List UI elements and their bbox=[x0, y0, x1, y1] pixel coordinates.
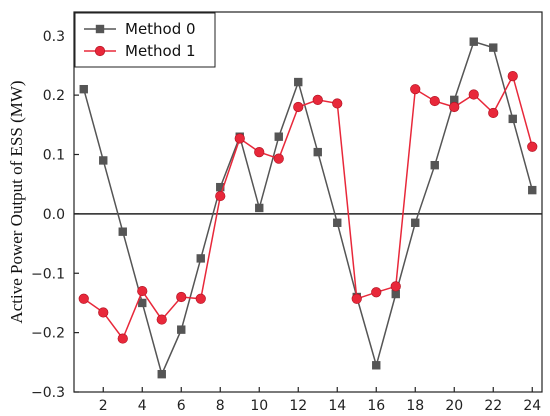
data-point-method-0 bbox=[294, 77, 303, 87]
data-point-method-0 bbox=[274, 132, 283, 141]
data-point-method-0 bbox=[430, 160, 439, 170]
y-tick-label: 0.0 bbox=[43, 207, 65, 223]
x-tick-label: 18 bbox=[406, 398, 424, 414]
data-point-method-1 bbox=[293, 101, 304, 113]
data-point-method-1 bbox=[215, 190, 226, 202]
data-point-method-0 bbox=[255, 203, 264, 213]
series-method-1 bbox=[78, 71, 538, 344]
legend-box bbox=[74, 12, 216, 68]
data-point-method-1 bbox=[78, 293, 89, 304]
data-point-method-1 bbox=[98, 307, 109, 318]
x-tick-label: 14 bbox=[328, 398, 346, 414]
data-point-method-1 bbox=[332, 98, 343, 109]
data-point-method-1 bbox=[507, 71, 518, 82]
data-point-method-1 bbox=[449, 101, 460, 113]
y-tick-label: 0.2 bbox=[43, 88, 65, 104]
data-point-method-1 bbox=[410, 84, 421, 95]
data-point-method-0 bbox=[177, 325, 186, 334]
x-tick-label: 20 bbox=[445, 398, 463, 414]
legend-marker-method-0 bbox=[95, 24, 105, 34]
x-tick-label: 10 bbox=[250, 398, 268, 414]
y-tick-label: 0.3 bbox=[43, 29, 65, 45]
series-method-0 bbox=[79, 37, 537, 379]
y-tick-label: −0.3 bbox=[31, 385, 65, 401]
data-point-method-0 bbox=[313, 147, 322, 157]
data-point-method-1 bbox=[234, 133, 245, 144]
x-tick-label: 24 bbox=[523, 398, 541, 414]
data-point-method-1 bbox=[117, 333, 128, 344]
data-point-method-1 bbox=[351, 293, 362, 304]
x-tick-label: 12 bbox=[289, 398, 307, 414]
data-point-method-0 bbox=[372, 361, 381, 370]
y-axis-title: Active Power Output of ESS (MW) bbox=[7, 80, 26, 323]
series-line-method-0 bbox=[83, 40, 534, 377]
data-point-method-1 bbox=[254, 147, 265, 158]
y-tick-label: 0.1 bbox=[43, 148, 65, 164]
x-tick-label: 4 bbox=[138, 398, 147, 414]
data-point-method-0 bbox=[411, 218, 420, 227]
x-tick-label: 22 bbox=[484, 398, 502, 414]
data-point-method-1 bbox=[176, 291, 187, 303]
data-point-method-0 bbox=[99, 156, 108, 165]
data-point-method-1 bbox=[156, 314, 167, 325]
data-point-method-1 bbox=[137, 285, 148, 297]
legend-label-method-1: Method 1 bbox=[125, 42, 196, 60]
data-point-method-1 bbox=[527, 141, 538, 152]
x-tick-label: 16 bbox=[367, 398, 385, 414]
x-tick-label: 2 bbox=[99, 398, 108, 414]
data-point-method-1 bbox=[468, 89, 479, 100]
data-point-method-0 bbox=[196, 254, 205, 263]
data-point-method-0 bbox=[216, 182, 225, 192]
data-point-method-1 bbox=[371, 287, 382, 298]
legend-marker-method-1 bbox=[94, 45, 106, 57]
data-point-method-1 bbox=[488, 107, 499, 119]
y-tick-label: −0.2 bbox=[31, 326, 65, 342]
y-tick-label: −0.1 bbox=[31, 266, 65, 282]
x-tick-label: 6 bbox=[177, 398, 186, 414]
data-point-method-0 bbox=[79, 84, 88, 94]
data-point-method-1 bbox=[195, 293, 206, 304]
data-point-method-0 bbox=[469, 37, 478, 46]
legend-label-method-0: Method 0 bbox=[125, 20, 196, 38]
data-point-method-1 bbox=[429, 95, 440, 107]
data-point-method-0 bbox=[118, 227, 127, 236]
legend: Method 0 Method 1 bbox=[74, 12, 216, 68]
data-point-method-0 bbox=[138, 298, 147, 308]
x-tick-label: 8 bbox=[216, 398, 225, 414]
data-point-method-1 bbox=[312, 94, 323, 105]
series-layer bbox=[78, 37, 538, 379]
data-point-method-0 bbox=[528, 185, 537, 195]
data-point-method-0 bbox=[450, 95, 459, 105]
data-point-method-0 bbox=[333, 218, 342, 227]
plot-frame bbox=[73, 11, 543, 393]
data-point-method-1 bbox=[273, 153, 284, 164]
data-point-method-0 bbox=[489, 43, 498, 52]
data-point-method-1 bbox=[390, 281, 401, 292]
data-point-method-0 bbox=[157, 369, 166, 379]
axes: −0.3−0.2−0.10.00.10.20.32 4 6 8 10 12 14 16 18 20… bbox=[31, 11, 543, 414]
data-point-method-0 bbox=[508, 114, 517, 124]
data-point-method-0 bbox=[391, 289, 400, 299]
